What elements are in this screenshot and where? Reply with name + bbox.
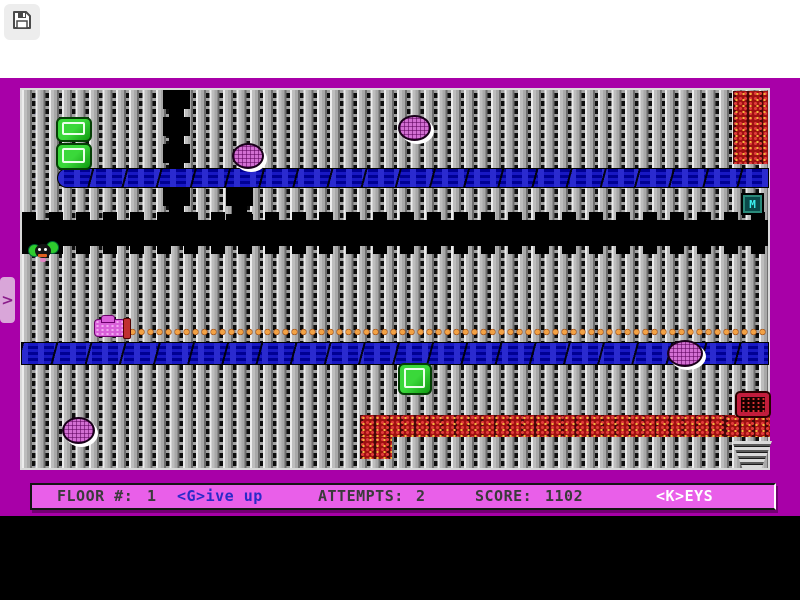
orchid-ball (667, 340, 703, 367)
black-plus-band (22, 212, 768, 254)
top-toolbar (0, 0, 800, 78)
creature-eye (38, 248, 41, 251)
keys-hint: <K>EYS (656, 487, 714, 505)
score-label: SCORE: (475, 487, 533, 505)
green-block (398, 363, 432, 395)
creature-mouth (38, 254, 47, 257)
player-tank (94, 315, 126, 337)
sidebar-expand-tab[interactable]: > (0, 277, 15, 323)
save-icon (11, 9, 33, 35)
floor-value: 1 (147, 487, 157, 505)
blue-platform-bottom (22, 343, 768, 364)
green-block (56, 143, 92, 170)
blue-platform-top (58, 169, 768, 187)
red-hazard-bottom-band (360, 415, 735, 437)
tank-muzzle (123, 318, 131, 339)
save-button[interactable] (4, 4, 40, 40)
red-hazard-right-bottom (725, 416, 770, 437)
item-pickup: M (741, 193, 764, 215)
chevron-right-icon: > (1, 291, 14, 309)
item-glyph: M (749, 197, 756, 211)
status-bar: FLOOR #: 1 <G>ive up ATTEMPTS: 2 SCORE: … (30, 483, 776, 510)
red-hazard-right-top (733, 91, 768, 164)
orchid-ball (232, 143, 264, 169)
attempts-value: 2 (416, 487, 426, 505)
score-value: 1102 (545, 487, 584, 505)
bullet-chain (128, 327, 768, 337)
attempts-label: ATTEMPTS: (318, 487, 404, 505)
green-block (56, 117, 92, 142)
creature-eye (44, 248, 47, 251)
creature-chin (40, 258, 46, 262)
bottom-band (0, 516, 800, 600)
orchid-ball (62, 417, 95, 444)
game-panel: M FLOOR #: 1 <G>ive up ATTEMPTS: 2 SCORE… (0, 78, 800, 516)
give-up-hint: <G>ive up (177, 487, 263, 505)
orchid-ball (398, 115, 431, 141)
floor-label: FLOOR #: (57, 487, 134, 505)
red-enemy-box (735, 391, 771, 418)
black-chain-column (163, 90, 190, 170)
gray-funnel (732, 441, 772, 468)
creature-sprite (28, 241, 59, 263)
red-hazard-bottom-left (360, 437, 392, 459)
game-field[interactable]: M (20, 88, 772, 470)
